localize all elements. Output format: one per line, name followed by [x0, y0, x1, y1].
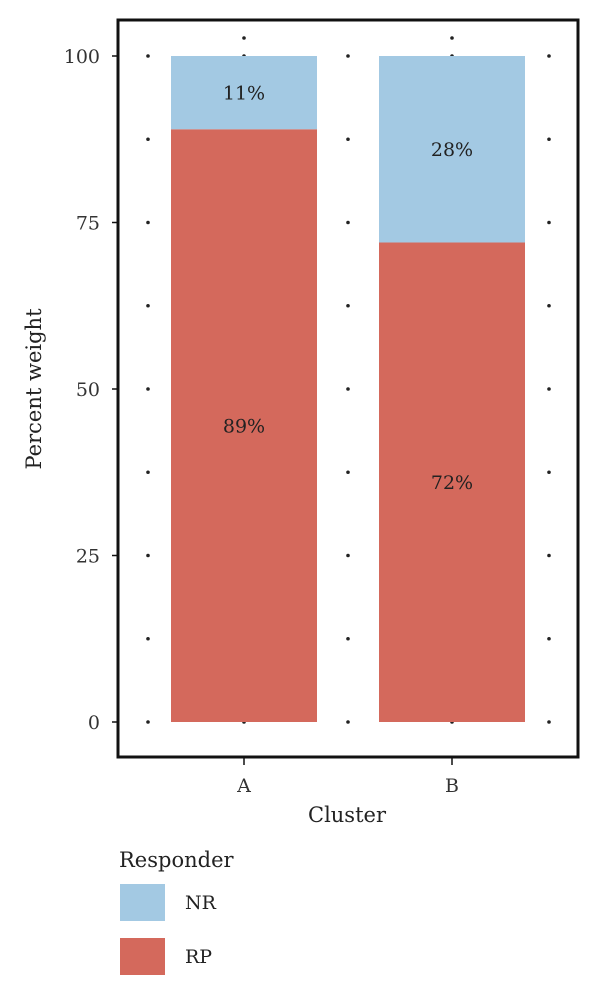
- grid-dot: [547, 137, 551, 142]
- grid-dot: [346, 470, 350, 475]
- grid-dot: [146, 303, 150, 308]
- grid-dot: [146, 720, 150, 724]
- grid-dot: [547, 387, 551, 391]
- grid-dot: [547, 720, 551, 724]
- data-label-rp-b: 72%: [431, 472, 473, 494]
- grid-dot: [547, 220, 551, 225]
- grid-dot: [146, 636, 150, 641]
- grid-dot: [346, 553, 350, 558]
- x-tick-label: A: [236, 775, 251, 797]
- grid-dot: [146, 470, 150, 475]
- y-tick-label: 0: [88, 712, 100, 734]
- x-axis-title: Cluster: [308, 803, 387, 827]
- grid-dot: [547, 470, 551, 475]
- grid-dot: [346, 636, 350, 641]
- legend: NR RP: [120, 884, 217, 975]
- grid-dot: [450, 36, 454, 40]
- grid-dot: [146, 553, 150, 558]
- y-tick-label: 50: [76, 379, 100, 401]
- data-label-nr-b: 28%: [431, 139, 473, 161]
- x-tick-label: B: [445, 775, 459, 797]
- grid-dot: [547, 636, 551, 641]
- data-label-rp-a: 89%: [223, 416, 265, 438]
- grid-dot: [346, 220, 350, 225]
- grid-dot: [146, 137, 150, 142]
- grid-dot: [146, 54, 150, 58]
- bar-segment-rp-b: [379, 242, 525, 723]
- legend-swatch-nr: [120, 884, 165, 921]
- grid-dot: [242, 36, 246, 40]
- legend-label-rp: RP: [185, 946, 212, 968]
- data-label-nr-a: 11%: [223, 83, 265, 105]
- legend-label-nr: NR: [185, 892, 217, 914]
- grid-dot: [346, 720, 350, 724]
- axis-ticks: 0 25 50 75 100 A B: [64, 46, 459, 797]
- grid-dot: [547, 303, 551, 308]
- grid-dot: [346, 137, 350, 142]
- grid-dot: [346, 387, 350, 391]
- y-tick-label: 75: [76, 213, 100, 235]
- legend-title: Responder: [119, 848, 234, 872]
- y-tick-label: 100: [64, 46, 100, 68]
- grid-dot: [547, 54, 551, 58]
- grid-dot: [346, 54, 350, 58]
- bar-segment-rp-a: [171, 129, 317, 722]
- legend-swatch-rp: [120, 938, 165, 975]
- grid-dot: [146, 387, 150, 391]
- y-axis-title: Percent weight: [22, 308, 46, 470]
- y-tick-label: 25: [76, 546, 100, 568]
- bar-segment-nr-a: [171, 56, 317, 130]
- grid-dot: [547, 553, 551, 558]
- grid-dot: [346, 303, 350, 308]
- grid-dot: [146, 220, 150, 225]
- bar-segment-nr-b: [379, 56, 525, 243]
- bars: 89% 11% 72% 28%: [171, 56, 525, 723]
